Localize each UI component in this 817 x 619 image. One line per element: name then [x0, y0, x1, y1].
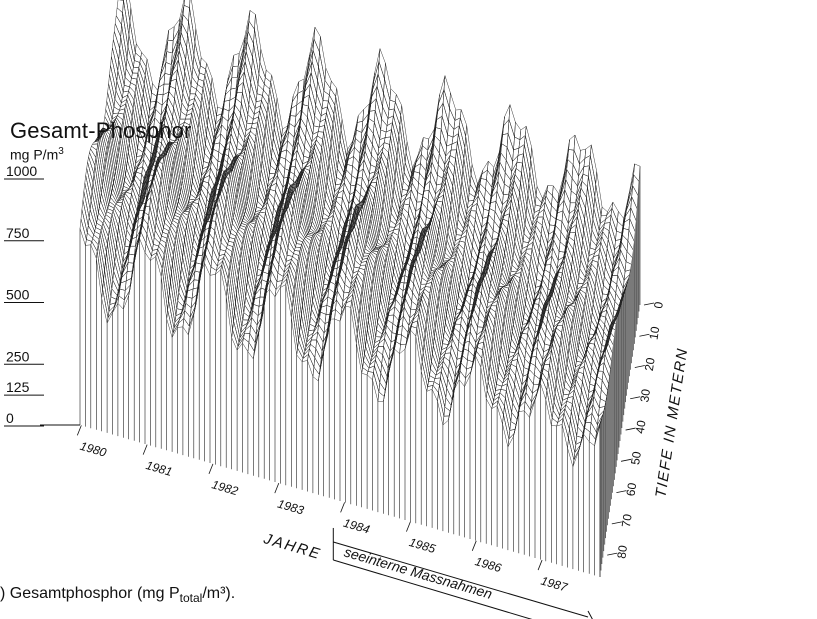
- y-tick-label: 70: [619, 513, 635, 529]
- y-tick-mark: [625, 427, 636, 431]
- x-tick-mark: [142, 444, 148, 455]
- y-tick-label: 30: [637, 388, 653, 404]
- x-tick-label: 1984: [342, 516, 372, 537]
- y-tick-label: 60: [624, 481, 640, 497]
- x-tick-label: 1982: [210, 477, 240, 498]
- caption-prefix: ) Gesamtphosphor (mg P: [0, 585, 180, 602]
- y-tick-label: 20: [642, 356, 658, 372]
- x-tick-mark: [406, 521, 411, 532]
- y-tick-label: 10: [647, 325, 663, 341]
- annotation-line-bottom: [333, 559, 533, 619]
- y-tick-label: 40: [633, 419, 649, 435]
- z-axis: 1000 750 500 250 125 0: [4, 163, 80, 427]
- x-tick-label: 1983: [276, 497, 306, 518]
- y-tick-mark: [620, 458, 632, 462]
- x-tick-label: 1981: [144, 458, 174, 479]
- figure-caption: ) Gesamtphosphor (mg Ptotal/m³).: [0, 585, 235, 605]
- caption-subscript: total: [179, 591, 203, 606]
- y-tick-label: 50: [628, 450, 644, 466]
- x-tick-mark: [274, 482, 280, 494]
- caption-suffix: /m³).: [202, 585, 236, 602]
- y-tick-mark: [630, 396, 641, 400]
- annotation-arrow: seeinterne Massnahmen: [332, 527, 593, 619]
- z-tick: 250: [4, 348, 44, 365]
- mesh-cells: [79, 0, 641, 467]
- z-tick: 1000: [4, 163, 44, 180]
- y-tick-mark: [611, 521, 622, 525]
- x-tick-label: 1987: [539, 574, 570, 595]
- z-tick-label: 0: [6, 410, 14, 426]
- z-tick: 500: [4, 287, 44, 303]
- y-tick-label: 0: [651, 300, 666, 309]
- annotation-arrowhead: [587, 610, 593, 619]
- y-tick-mark: [634, 365, 645, 368]
- x-tick-label: 1980: [78, 439, 108, 460]
- y-tick-mark: [639, 333, 650, 337]
- x-tick-mark: [340, 502, 345, 513]
- z-tick-label: 1000: [6, 163, 37, 179]
- front-wall: [79, 166, 641, 577]
- x-tick-mark: [208, 463, 214, 475]
- y-axis-title: TIEFE IN METERN: [652, 346, 691, 499]
- surface-mesh: [79, 0, 641, 467]
- z-tick-label: 750: [6, 225, 30, 241]
- side-wall-lines: [599, 166, 641, 577]
- z-unit-label: mg P/m3: [10, 146, 64, 163]
- x-axis-title: JAHRE: [261, 530, 324, 563]
- front-wall-lines: [79, 228, 601, 577]
- y-tick-mark: [616, 490, 627, 493]
- z-tick-label: 125: [6, 379, 30, 395]
- chart-title: Gesamt-Phosphor: [10, 118, 192, 143]
- annotation-label: seeinterne Massnahmen: [342, 544, 494, 602]
- z-tick-label: 500: [6, 287, 30, 303]
- z-tick: 750: [4, 225, 44, 242]
- y-tick-label: 80: [614, 544, 630, 560]
- x-tick-mark: [537, 559, 543, 571]
- y-tick-mark: [643, 302, 655, 306]
- annotation-line-top: [333, 541, 589, 618]
- z-unit-exponent: 3: [58, 146, 64, 157]
- x-tick-mark: [76, 425, 82, 436]
- z-unit-prefix: mg P/m: [10, 146, 59, 163]
- z-tick: 125: [4, 379, 44, 396]
- z-tick: 0: [4, 410, 44, 427]
- x-tick-mark: [471, 540, 477, 551]
- z-tick-label: 250: [6, 348, 30, 364]
- x-tick-label: 1985: [408, 535, 438, 556]
- x-tick-label: 1986: [473, 554, 503, 575]
- y-tick-mark: [607, 552, 618, 556]
